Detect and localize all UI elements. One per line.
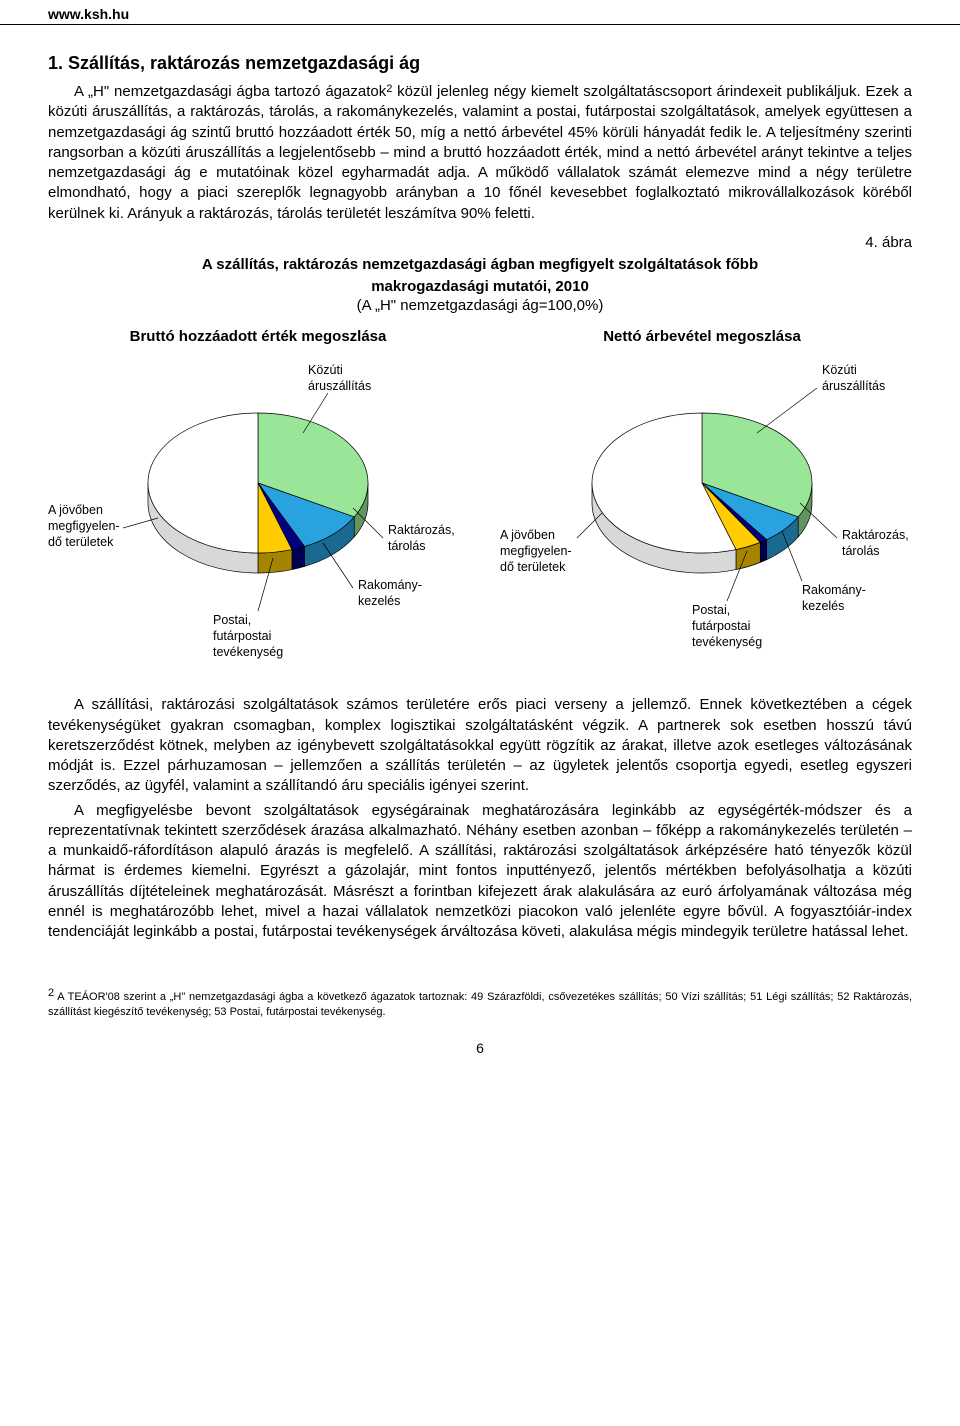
footnote-text: A TEÁOR'08 szerint a „H" nemzetgazdasági… — [48, 991, 912, 1018]
pie-left-label-jovo: A jövőben megfigyelen- dő területek — [48, 503, 120, 550]
lbl: Rakomány- — [802, 583, 866, 597]
lbl: Közúti — [822, 363, 857, 377]
paragraph-3: A megfigyelésbe bevont szolgáltatások eg… — [48, 801, 912, 943]
paragraph-2: A szállítási, raktározási szolgáltatások… — [48, 695, 912, 796]
section-title: 1. Szállítás, raktározás nemzetgazdasági… — [48, 53, 912, 74]
lbl: futárpostai — [213, 629, 271, 643]
page-body: 1. Szállítás, raktározás nemzetgazdasági… — [0, 53, 960, 1076]
footnote: 2 A TEÁOR'08 szerint a „H" nemzetgazdasá… — [48, 986, 912, 1020]
chart-right-title: Nettó árbevétel megoszlása — [492, 328, 912, 345]
lbl: tevékenység — [213, 645, 283, 659]
lbl: megfigyelen- — [48, 519, 120, 533]
lbl: megfigyelen- — [500, 544, 572, 558]
chart-left-title: Bruttó hozzáadott érték megoszlása — [48, 328, 468, 345]
paragraph-1: A „H" nemzetgazdasági ágba tartozó ágaza… — [48, 82, 912, 224]
pie-left-label-kozuti: Közúti áruszállítás — [308, 363, 371, 394]
lbl: Közúti — [308, 363, 343, 377]
figure-label: 4. ábra — [48, 234, 912, 251]
lbl: tevékenység — [692, 635, 762, 649]
lbl: futárpostai — [692, 619, 750, 633]
lbl: Raktározás, — [388, 523, 455, 537]
lbl: Raktározás, — [842, 528, 909, 542]
lbl: áruszállítás — [308, 379, 371, 393]
pie-right-label-posta: Postai, futárpostai tevékenység — [692, 603, 762, 650]
lbl: tárolás — [388, 539, 426, 553]
para1-a: A „H" nemzetgazdasági ágba tartozó ágaza… — [74, 83, 386, 100]
lbl: kezelés — [802, 599, 844, 613]
pie-left-label-rakt: Raktározás, tárolás — [388, 523, 455, 554]
pie-left-wrap: Közúti áruszállítás Raktározás, tárolás … — [48, 353, 488, 673]
lbl: dő területek — [500, 560, 565, 574]
chart-left: Bruttó hozzáadott érték megoszlása Közút… — [48, 328, 468, 673]
lbl: Postai, — [692, 603, 730, 617]
lbl: Postai, — [213, 613, 251, 627]
pie-left-label-posta: Postai, futárpostai tevékenység — [213, 613, 283, 660]
para1-b: közül jelenleg négy kiemelt szolgáltatás… — [48, 83, 912, 222]
lbl: A jövőben — [48, 503, 103, 517]
pie-right-label-kozuti: Közúti áruszállítás — [822, 363, 885, 394]
pie-right-wrap: Közúti áruszállítás Raktározás, tárolás … — [492, 353, 932, 673]
page-number: 6 — [48, 1040, 912, 1056]
lbl: dő területek — [48, 535, 113, 549]
lbl: kezelés — [358, 594, 400, 608]
chart-right: Nettó árbevétel megoszlása Közúti áruszá… — [492, 328, 912, 673]
lbl: tárolás — [842, 544, 880, 558]
charts-row: Bruttó hozzáadott érték megoszlása Közút… — [48, 328, 912, 673]
pie-right-label-rakt: Raktározás, tárolás — [842, 528, 909, 559]
lbl: Rakomány- — [358, 578, 422, 592]
pie-left-label-rakom: Rakomány- kezelés — [358, 578, 422, 609]
lbl: áruszállítás — [822, 379, 885, 393]
header-url: www.ksh.hu — [0, 0, 960, 25]
lbl: A jövőben — [500, 528, 555, 542]
pie-right-label-rakom: Rakomány- kezelés — [802, 583, 866, 614]
chart-title-2: makrogazdasági mutatói, 2010 — [48, 277, 912, 297]
chart-subtitle: (A „H" nemzetgazdasági ág=100,0%) — [48, 297, 912, 314]
chart-title-1: A szállítás, raktározás nemzetgazdasági … — [48, 255, 912, 275]
pie-right-label-jovo: A jövőben megfigyelen- dő területek — [500, 528, 572, 575]
